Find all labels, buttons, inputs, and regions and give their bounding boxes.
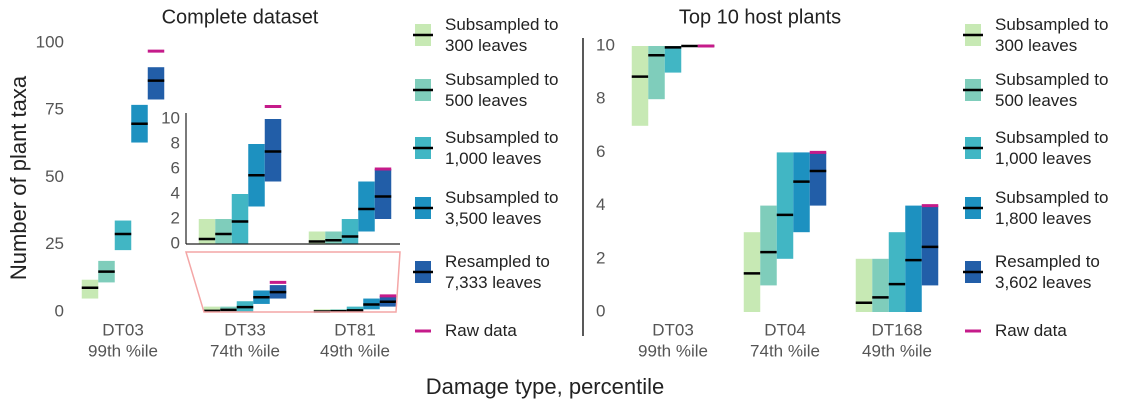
- y-tick-label: 75: [45, 100, 64, 119]
- legend-label: Subsampled to 300 leaves: [445, 15, 559, 55]
- chart-title: Top 10 host plants: [679, 6, 841, 28]
- x-tick-sublabel: 74th %ile: [210, 341, 280, 360]
- range-bar: [147, 67, 165, 100]
- range-bar: [631, 46, 649, 126]
- x-tick-sublabel: 74th %ile: [750, 341, 820, 360]
- x-tick-label: DT81: [334, 320, 376, 339]
- x-tick-sublabel: 49th %ile: [320, 341, 390, 360]
- range-bar: [809, 152, 827, 206]
- y-axis-label: Number of plant taxa: [6, 75, 31, 280]
- y-tick-label: 6: [596, 142, 605, 161]
- legend-label: Resampled to 7,333 leaves: [445, 252, 550, 292]
- legend-label: Raw data: [445, 321, 517, 340]
- x-tick-label: DT03: [652, 320, 694, 339]
- inset-y-tick-label: 0: [171, 233, 180, 252]
- range-bar: [325, 231, 342, 244]
- x-tick-label: DT04: [764, 320, 806, 339]
- x-tick-label: DT03: [102, 320, 144, 339]
- range-bar: [114, 220, 132, 251]
- y-tick-label: 10: [596, 35, 615, 54]
- range-bar: [358, 181, 375, 232]
- x-tick-sublabel: 99th %ile: [638, 341, 708, 360]
- range-bar: [648, 46, 665, 100]
- legend-label: Subsampled to 3,500 leaves: [445, 188, 559, 228]
- range-bar: [855, 258, 873, 312]
- range-bar: [203, 306, 221, 312]
- inset-y-tick-label: 2: [171, 208, 180, 227]
- y-tick-label: 4: [596, 195, 605, 214]
- range-bar: [374, 169, 392, 219]
- range-bar: [231, 194, 249, 244]
- y-tick-label: 2: [596, 248, 605, 267]
- x-axis-label: Damage type, percentile: [426, 374, 664, 399]
- y-tick-label: 100: [36, 32, 64, 51]
- range-bar: [760, 205, 777, 286]
- range-bar: [921, 205, 939, 286]
- range-bar: [905, 205, 922, 312]
- x-tick-label: DT168: [871, 320, 922, 339]
- legend-label: Resampled to 3,602 leaves: [995, 252, 1100, 292]
- x-tick-label: DT33: [224, 320, 266, 339]
- y-tick-label: 0: [596, 301, 605, 320]
- chart-title: Complete dataset: [162, 6, 319, 28]
- range-bar: [81, 279, 99, 299]
- x-tick-sublabel: 99th %ile: [88, 341, 158, 360]
- inset-y-tick-label: 8: [171, 133, 180, 152]
- range-bar: [872, 258, 889, 312]
- range-bar: [743, 232, 761, 312]
- y-tick-label: 0: [55, 301, 64, 320]
- y-tick-label: 25: [45, 234, 64, 253]
- legend-label: Subsampled to 500 leaves: [995, 70, 1109, 110]
- legend-label: Subsampled to 300 leaves: [995, 15, 1109, 55]
- legend-label: Raw data: [995, 321, 1067, 340]
- inset-y-tick-label: 4: [171, 183, 180, 202]
- range-bar: [215, 219, 232, 244]
- inset-y-tick-label: 10: [161, 108, 180, 127]
- legend-label: Subsampled to 1,000 leaves: [995, 128, 1109, 168]
- y-tick-label: 8: [596, 89, 605, 108]
- range-bar: [888, 232, 906, 312]
- x-tick-sublabel: 49th %ile: [862, 341, 932, 360]
- inset-y-tick-label: 6: [171, 158, 180, 177]
- range-bar: [793, 152, 810, 233]
- range-bar: [341, 219, 359, 244]
- legend-label: Subsampled to 1,000 leaves: [445, 128, 559, 168]
- legend-label: Subsampled to 500 leaves: [445, 70, 559, 110]
- legend-label: Subsampled to 1,800 leaves: [995, 188, 1109, 228]
- inset-zoom-lines: [184, 251, 401, 313]
- range-bar: [664, 46, 682, 73]
- range-bar: [776, 152, 794, 259]
- y-tick-label: 50: [45, 167, 64, 186]
